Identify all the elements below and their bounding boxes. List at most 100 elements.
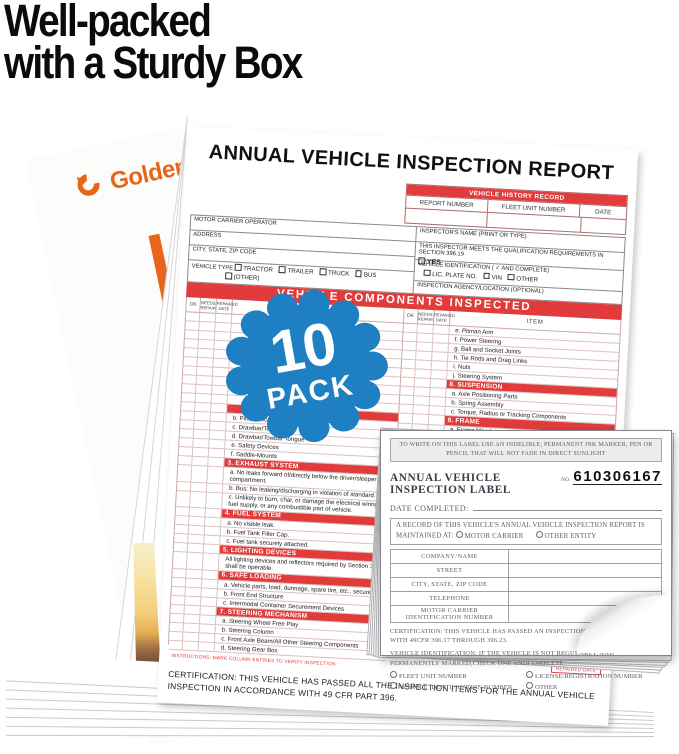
needs-repair-cell <box>412 414 429 424</box>
ok-cell <box>176 481 192 491</box>
ok-cell <box>179 429 195 438</box>
needs-repair-cell <box>184 596 202 606</box>
ok-cell <box>169 623 184 632</box>
ok-cell <box>403 323 418 333</box>
needs-repair-cell <box>184 605 201 615</box>
vehicle-id-option: LIC. PLATE NO. <box>423 269 477 280</box>
radio-icon <box>390 682 397 690</box>
inspection-label-card: TO WRITE ON THIS LABEL USE AN INDELIBLE,… <box>380 430 672 691</box>
needs-repair-cell <box>183 632 200 642</box>
ok-cell <box>176 490 191 507</box>
ok-cell <box>185 312 201 321</box>
record-option: MOTOR CARRIER <box>455 531 524 540</box>
radio-icon <box>526 671 533 679</box>
repaired-date-cell <box>203 544 221 554</box>
needs-repair-cell <box>194 420 211 430</box>
ok-header: OK <box>186 297 202 312</box>
needs-repair-cell <box>415 351 433 361</box>
ok-cell <box>170 614 185 623</box>
checkbox-icon <box>507 273 515 281</box>
label-field-value <box>509 578 661 591</box>
needs-repair-cell <box>416 333 433 343</box>
ok-cell <box>183 348 199 357</box>
needs-repair-cell <box>192 447 210 457</box>
seal-icon <box>226 289 388 443</box>
ok-cell <box>401 359 416 369</box>
checkbox-icon <box>319 268 327 275</box>
repaired-date-cell <box>429 397 446 407</box>
label-field-name: CITY, STATE, ZIP CODE <box>391 578 509 592</box>
ok-cell <box>170 604 185 614</box>
ok-cell <box>180 420 195 429</box>
ok-cell <box>173 542 189 553</box>
id-option: OTHER <box>526 682 662 693</box>
repaired-date-cell <box>200 606 217 616</box>
ten-pack-badge: 10 PACK <box>215 281 397 451</box>
label-serial-number: 610306167 <box>573 468 662 485</box>
repaired-date-cell <box>428 415 445 425</box>
needs-repair-cell <box>188 534 205 544</box>
needs-repair-cell <box>193 438 210 448</box>
needs-repair-cell <box>414 369 432 379</box>
ok-cell <box>183 366 198 375</box>
checkbox-icon <box>234 263 242 271</box>
repaired-date-cell <box>432 325 450 334</box>
repaired-date-cell <box>204 535 221 545</box>
radio-icon <box>455 531 463 539</box>
id-option: LICENSE/REGISTRATION NUMBER <box>526 671 662 682</box>
ok-cell <box>182 384 197 393</box>
record-option: OTHER ENTITY <box>535 531 597 540</box>
label-field-value <box>509 550 661 563</box>
needs-repair-cell <box>195 393 212 403</box>
label-field-row: MOTOR CARRIER IDENTIFICATION NUMBER <box>391 606 661 624</box>
needs-repair-cell <box>183 614 201 624</box>
needs-repair-header: NEEDS REPAIR <box>417 309 435 325</box>
ok-cell <box>402 332 417 342</box>
repaired-date-cell <box>208 457 225 467</box>
ok-cell <box>182 375 197 384</box>
headline-line1: Well-packed <box>4 0 212 46</box>
repaired-date-cell <box>201 579 219 589</box>
form-title: ANNUAL VEHICLE INSPECTION REPORT <box>208 141 615 185</box>
ok-cell <box>172 552 188 569</box>
repaired-date-cell <box>202 553 220 570</box>
repaired-date-header: REPAIRED DATE <box>433 310 455 326</box>
repaired-date-cell <box>429 388 447 398</box>
id-option: FLEET UNIT NUMBER <box>390 671 526 682</box>
needs-repair-cell <box>195 402 212 412</box>
needs-repair-cell <box>196 366 214 376</box>
ok-cell <box>184 339 199 348</box>
ok-cell <box>174 533 189 543</box>
ok-cell <box>168 641 183 650</box>
label-no-prefix: NO. <box>561 477 571 483</box>
label-certification: CERTIFICATION: THIS VEHICLE HAS PASSED A… <box>390 628 643 645</box>
checkbox-icon <box>278 266 286 273</box>
repaired-date-cell <box>431 361 448 370</box>
date-line <box>472 502 662 511</box>
repaired-date-cell <box>200 597 218 607</box>
repaired-date-cell <box>199 624 216 634</box>
ok-cell <box>181 402 196 411</box>
ok-cell <box>170 595 186 605</box>
repaired-date-cell <box>207 466 225 483</box>
label-field-row: STREET <box>391 564 661 579</box>
label-field-row: CITY, STATE, ZIP CODE <box>391 578 661 593</box>
needs-repair-cell <box>415 360 432 370</box>
label-field-name: STREET <box>391 564 509 578</box>
needs-repair-cell <box>189 516 206 526</box>
label-title: ANNUAL VEHICLE INSPECTION LABEL <box>390 472 512 496</box>
ok-cell <box>184 330 200 339</box>
needs-repair-cell <box>187 543 205 553</box>
ok-header: OK <box>403 308 419 324</box>
label-field-value <box>509 564 661 577</box>
label-field-name: COMPANY/NAME <box>391 550 509 564</box>
checkbox-icon <box>225 272 232 280</box>
needs-repair-cell <box>185 587 202 597</box>
needs-repair-cell <box>185 578 203 588</box>
repaired-date-cell <box>204 526 222 536</box>
fox-logo-icon <box>69 168 109 206</box>
ok-cell <box>179 438 194 447</box>
repaired-date-cell <box>201 588 218 598</box>
id-option: VEHICLE IDENTIFICATION NUMBER <box>390 682 526 693</box>
needs-repair-cell <box>190 491 207 508</box>
